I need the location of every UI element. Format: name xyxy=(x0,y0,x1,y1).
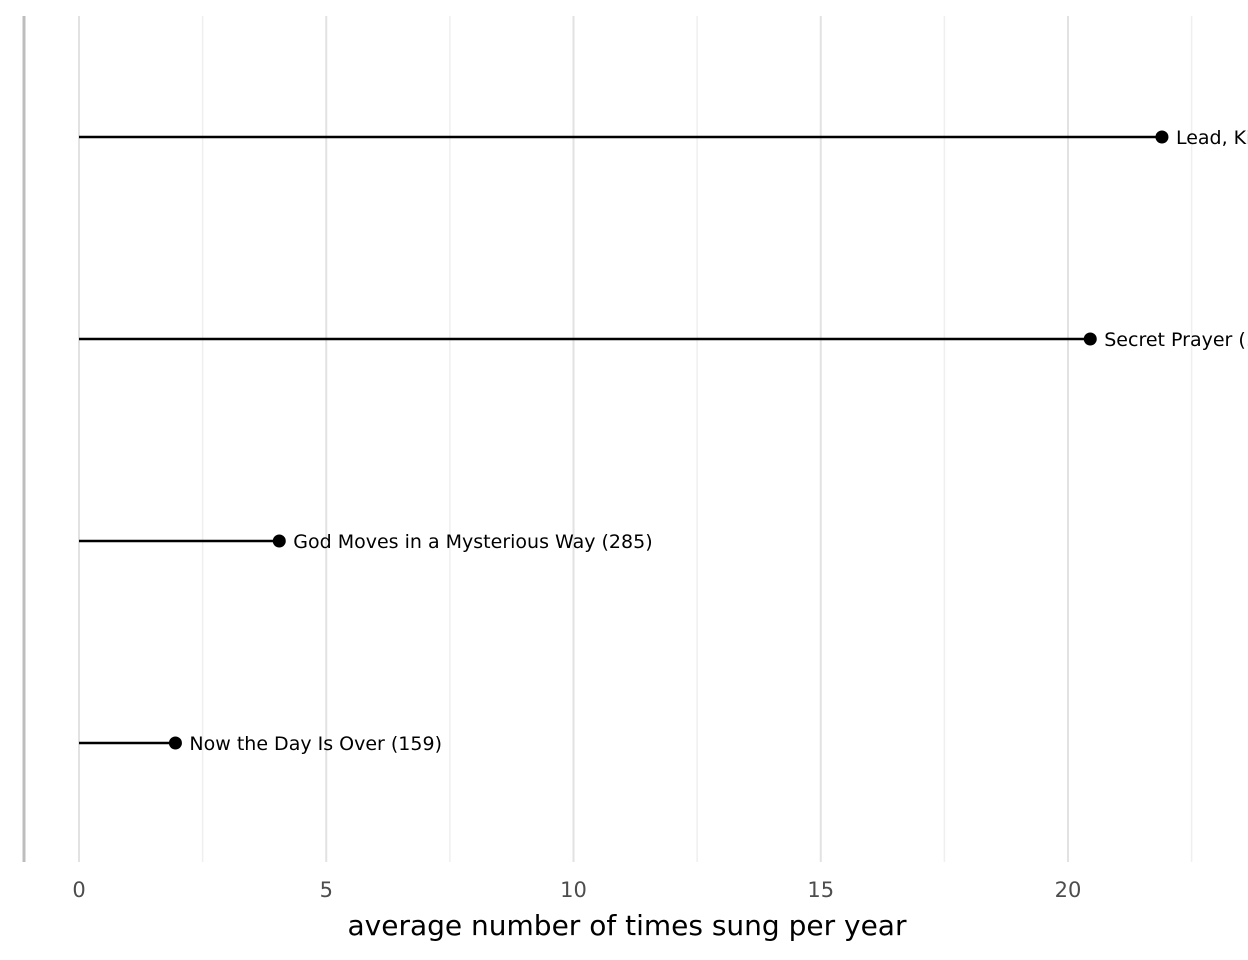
x-tick-label: 15 xyxy=(807,878,834,902)
point-label: God Moves in a Mysterious Way (285) xyxy=(293,531,652,553)
x-tick-label: 0 xyxy=(72,878,85,902)
x-tick-labels: 0 5 10 15 20 xyxy=(72,878,1081,902)
stems xyxy=(79,135,1162,745)
point xyxy=(1083,332,1097,346)
x-axis-title: average number of times sung per year xyxy=(348,909,907,942)
point xyxy=(1155,130,1169,144)
point-label: Secret Prayer (…) xyxy=(1104,329,1248,351)
points xyxy=(168,130,1169,750)
grid-lines xyxy=(78,16,1193,862)
point xyxy=(168,736,182,750)
point-labels: Lead, Kindly Light (…) Secret Prayer (…) G… xyxy=(189,127,1248,755)
point-label: Lead, Kindly Light (…) xyxy=(1176,127,1248,149)
point xyxy=(272,534,286,548)
x-tick-label: 20 xyxy=(1055,878,1082,902)
point-label: Now the Day Is Over (159) xyxy=(189,733,442,755)
x-tick-label: 10 xyxy=(560,878,587,902)
x-tick-label: 5 xyxy=(320,878,333,902)
